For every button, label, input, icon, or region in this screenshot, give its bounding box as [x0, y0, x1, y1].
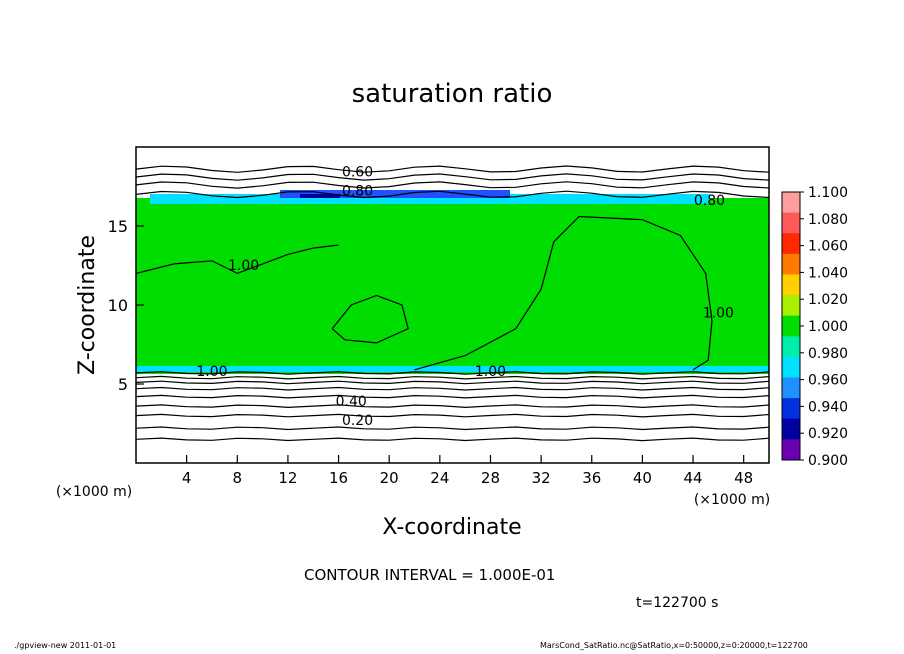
contour-c-0.40 — [135, 380, 770, 385]
x-tick-label-3: 16 — [329, 469, 348, 487]
colorbar-swatch-9 — [782, 377, 800, 399]
field-edge-blue — [280, 190, 510, 198]
contour-label-5: 1.00 — [475, 364, 506, 380]
y-axis-label: Z-coordinate — [75, 235, 100, 375]
contour-lines — [135, 165, 770, 442]
contour-label-2: 0.80 — [694, 193, 725, 209]
contour-1.00-center — [331, 294, 409, 344]
field-bottom-cyan — [136, 366, 769, 372]
footer-right: MarsCond_SatRatio.nc@SatRatio,x=0:50000,… — [540, 641, 808, 650]
contour-c-0.20 — [135, 404, 770, 409]
colorbar-swatch-6 — [782, 315, 800, 337]
y-tick-label-2: 15 — [108, 217, 128, 236]
contour-c-0.60 — [135, 371, 770, 375]
contour-label-7: 0.40 — [336, 394, 367, 410]
x-tick-label-8: 36 — [582, 469, 601, 487]
colorbar: 1.100 1.080 1.060 1.040 1.020 1.000 0.980 0.960… — [781, 185, 848, 469]
colorbar-swatch-2 — [782, 233, 800, 255]
x-axis-label: X-coordinate — [382, 515, 521, 540]
x-tick-label-1: 8 — [233, 469, 243, 487]
x-tick-label-4: 20 — [380, 469, 399, 487]
footer-left: ./gpview-new 2011-01-01 — [14, 641, 117, 650]
saturation-field — [136, 198, 769, 374]
contour-c-0.50 — [135, 375, 770, 380]
contour-1.00-east — [414, 215, 713, 371]
contour-interval: CONTOUR INTERVAL = 1.000E-01 — [304, 566, 556, 584]
colorbar-swatch-10 — [782, 398, 800, 420]
contour-top-d — [135, 190, 770, 199]
colorbar-label-3: 1.040 — [808, 265, 848, 281]
y-tick-label-1: 10 — [108, 296, 128, 315]
contour-label-0: 0.60 — [342, 165, 373, 181]
colorbar-label-8: 0.940 — [808, 399, 848, 415]
colorbar-swatch-4 — [782, 274, 800, 296]
colorbar-swatch-8 — [782, 356, 800, 379]
contour-label-4: 1.00 — [196, 364, 227, 380]
colorbar-swatch-7 — [782, 336, 800, 358]
contour-label-3: 1.00 — [228, 258, 259, 274]
x-tick-label-0: 4 — [182, 469, 192, 487]
contour-top-b — [135, 173, 770, 181]
contour-c-0.05 — [135, 437, 770, 442]
contour-1.00-west — [135, 244, 339, 275]
colorbar-label-7: 0.960 — [808, 373, 848, 389]
colorbar-label-5: 1.000 — [808, 319, 848, 335]
colorbar-label-0: 1.100 — [808, 185, 848, 201]
x-tick-label-6: 28 — [481, 469, 500, 487]
contour-labels: 0.60 0.80 0.80 1.00 1.00 1.00 1.00 0.40 0.20 — [196, 165, 734, 429]
contour-c-0.30 — [135, 386, 770, 391]
contour-c-0.15 — [135, 413, 770, 418]
colorbar-label-1: 1.080 — [808, 212, 848, 228]
time-label: t=122700 s — [636, 595, 719, 611]
contour-label-6: 1.00 — [703, 305, 734, 321]
colorbar-label-10: 0.900 — [808, 453, 848, 469]
colorbar-swatch-0 — [782, 192, 800, 214]
field-edge-dark-blue — [300, 194, 340, 198]
colorbar-label-6: 0.980 — [808, 346, 848, 362]
y-tick-label-0: 5 — [118, 375, 128, 394]
contour-c-0.10 — [135, 426, 770, 431]
colorbar-swatch-1 — [782, 212, 800, 234]
colorbar-label-4: 1.020 — [808, 292, 848, 308]
colorbar-label-2: 1.060 — [808, 239, 848, 255]
field-edge-cyan — [150, 194, 710, 204]
x-tick-label-11: 48 — [734, 469, 753, 487]
colorbar-label-9: 0.920 — [808, 426, 848, 442]
x-tick-label-5: 24 — [430, 469, 449, 487]
colorbar-swatch-11 — [782, 418, 800, 440]
contour-top-a — [135, 165, 770, 173]
chart-title: saturation ratio — [352, 79, 553, 109]
x-tick-label-9: 40 — [633, 469, 652, 487]
x-tick-label-10: 44 — [683, 469, 702, 487]
colorbar-swatch-12 — [782, 439, 800, 461]
colorbar-swatch-3 — [782, 253, 800, 275]
y-ticks: 5 10 15 — [108, 217, 144, 394]
contour-c-0.25 — [135, 394, 770, 399]
contour-label-1: 0.80 — [342, 184, 373, 200]
x-tick-label-2: 12 — [278, 469, 297, 487]
contour-top-c — [135, 181, 770, 189]
colorbar-swatch-5 — [782, 295, 800, 317]
x-unit-label: (×1000 m) — [694, 492, 770, 508]
z-unit-label: (×1000 m) — [56, 484, 132, 500]
x-tick-label-7: 32 — [532, 469, 551, 487]
contour-label-8: 0.20 — [342, 413, 373, 429]
x-ticks: 4 8 12 16 20 24 28 32 36 40 44 48 — [182, 455, 753, 487]
